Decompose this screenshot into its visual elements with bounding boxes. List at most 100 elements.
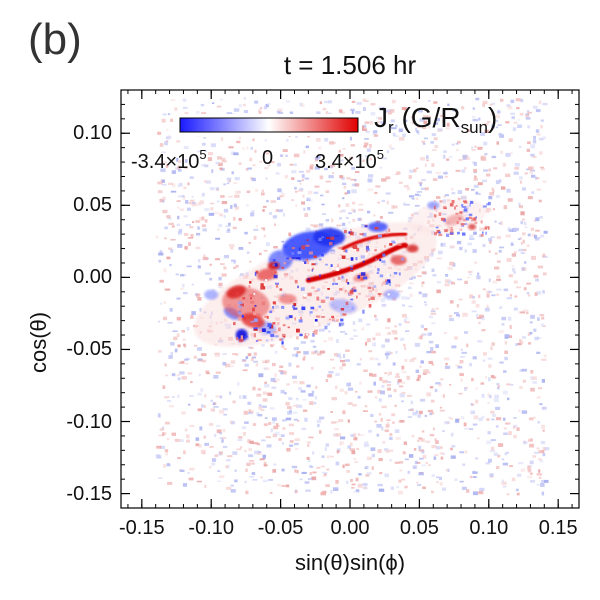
structure-speckle [468, 213, 473, 216]
noise-speckle [168, 182, 173, 186]
noise-speckle [393, 135, 400, 137]
noise-speckle [368, 429, 372, 433]
structure-speckle [304, 259, 307, 262]
noise-speckle [240, 273, 244, 276]
noise-speckle [483, 141, 488, 146]
noise-speckle [269, 161, 275, 164]
noise-speckle [431, 163, 435, 167]
noise-speckle [345, 203, 350, 207]
noise-speckle [353, 437, 358, 441]
noise-speckle [291, 465, 298, 469]
noise-speckle [457, 366, 463, 369]
noise-speckle [352, 404, 357, 407]
noise-speckle [177, 344, 181, 348]
noise-speckle [250, 146, 253, 150]
noise-speckle [349, 136, 352, 141]
noise-speckle [310, 339, 315, 343]
noise-speckle [448, 315, 453, 318]
structure-speckle [373, 285, 377, 288]
noise-speckle [367, 178, 373, 183]
noise-speckle [522, 441, 528, 445]
noise-speckle [505, 234, 511, 238]
noise-speckle [533, 105, 538, 109]
noise-speckle [191, 283, 194, 286]
noise-speckle [216, 425, 221, 427]
noise-speckle [531, 174, 536, 178]
noise-speckle [338, 149, 341, 153]
noise-speckle [510, 99, 515, 104]
noise-speckle [312, 451, 315, 455]
noise-speckle [162, 196, 166, 200]
structure-speckle [362, 309, 365, 314]
noise-speckle [300, 341, 306, 344]
noise-speckle [195, 220, 201, 223]
noise-speckle [296, 351, 301, 353]
noise-speckle [176, 157, 179, 162]
noise-speckle [527, 475, 533, 479]
noise-speckle [514, 295, 518, 298]
noise-speckle [209, 263, 212, 266]
noise-speckle [412, 465, 417, 469]
noise-speckle [542, 253, 546, 258]
noise-speckle [389, 459, 392, 462]
noise-speckle [166, 215, 171, 219]
noise-speckle [303, 351, 309, 355]
structure-speckle [279, 288, 283, 291]
noise-speckle [397, 379, 402, 383]
noise-speckle [500, 186, 506, 190]
structure-speckle [388, 228, 391, 232]
noise-speckle [212, 102, 215, 104]
structure-speckle [285, 316, 290, 320]
noise-speckle [263, 250, 268, 252]
noise-speckle [484, 129, 489, 133]
noise-speckle [270, 428, 273, 433]
noise-speckle [498, 443, 504, 447]
noise-speckle [406, 394, 413, 397]
noise-speckle [334, 428, 339, 431]
noise-speckle [529, 443, 534, 448]
noise-speckle [420, 360, 424, 364]
structure-speckle [295, 257, 301, 260]
noise-speckle [488, 394, 492, 399]
structure-speckle [382, 253, 386, 257]
noise-speckle [439, 409, 446, 412]
noise-speckle [377, 362, 381, 366]
noise-speckle [530, 387, 535, 392]
structure-speckle [363, 276, 368, 280]
noise-speckle [245, 490, 249, 495]
noise-speckle [391, 99, 396, 104]
noise-speckle [469, 234, 474, 238]
structure-speckle [379, 274, 384, 278]
noise-speckle [440, 378, 444, 381]
structure-speckle [271, 324, 274, 329]
structure-speckle [294, 317, 296, 321]
structure-speckle [260, 283, 264, 287]
noise-speckle [277, 484, 281, 487]
structure-speckle [374, 227, 379, 230]
noise-speckle [445, 469, 449, 471]
structure-speckle [279, 338, 283, 341]
noise-speckle [160, 168, 166, 173]
noise-speckle [421, 281, 425, 284]
noise-speckle [475, 399, 479, 404]
structure-speckle [311, 286, 315, 289]
structure-speckle [440, 217, 445, 221]
noise-speckle [436, 196, 441, 199]
structure-speckle [462, 206, 467, 208]
noise-speckle [301, 201, 305, 205]
noise-speckle [159, 302, 163, 305]
noise-speckle [518, 462, 524, 465]
noise-speckle [465, 188, 469, 191]
noise-speckle [308, 436, 314, 439]
noise-speckle [522, 232, 526, 236]
structure-speckle [250, 300, 255, 304]
noise-speckle [281, 468, 285, 472]
noise-speckle [255, 224, 258, 228]
noise-speckle [417, 125, 421, 128]
noise-speckle [281, 345, 285, 348]
noise-speckle [295, 353, 299, 358]
noise-speckle [434, 145, 438, 148]
noise-speckle [538, 100, 542, 105]
noise-speckle [378, 458, 383, 462]
noise-speckle [219, 213, 223, 217]
